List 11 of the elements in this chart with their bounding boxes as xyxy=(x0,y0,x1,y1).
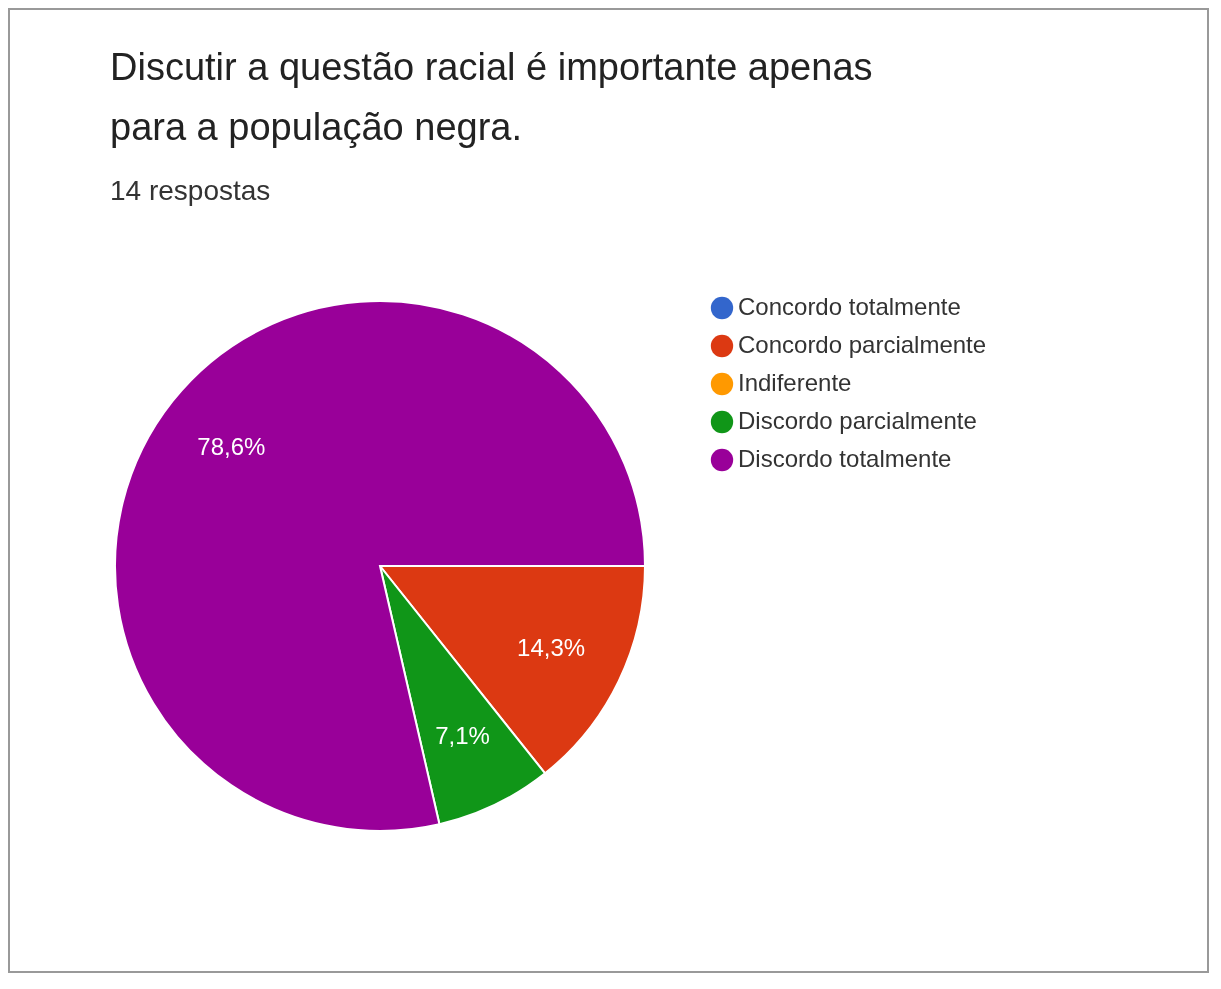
legend-label: Indiferente xyxy=(738,369,852,396)
legend-label: Concordo parcialmente xyxy=(738,331,987,358)
legend-label: Discordo totalmente xyxy=(738,445,952,472)
pie-slice xyxy=(114,300,646,832)
data-label: 78,6% xyxy=(197,432,266,460)
legend-label: Discordo parcialmente xyxy=(738,407,977,434)
chart-subtitle: 14 respostas xyxy=(110,175,271,206)
legend-label: Concordo totalmente xyxy=(738,293,961,320)
data-label: 7,1% xyxy=(435,722,490,750)
chart-title: Discutir a questão racial é importante apenas para a população negra. xyxy=(110,46,873,148)
data-label: 14,3% xyxy=(517,633,586,661)
